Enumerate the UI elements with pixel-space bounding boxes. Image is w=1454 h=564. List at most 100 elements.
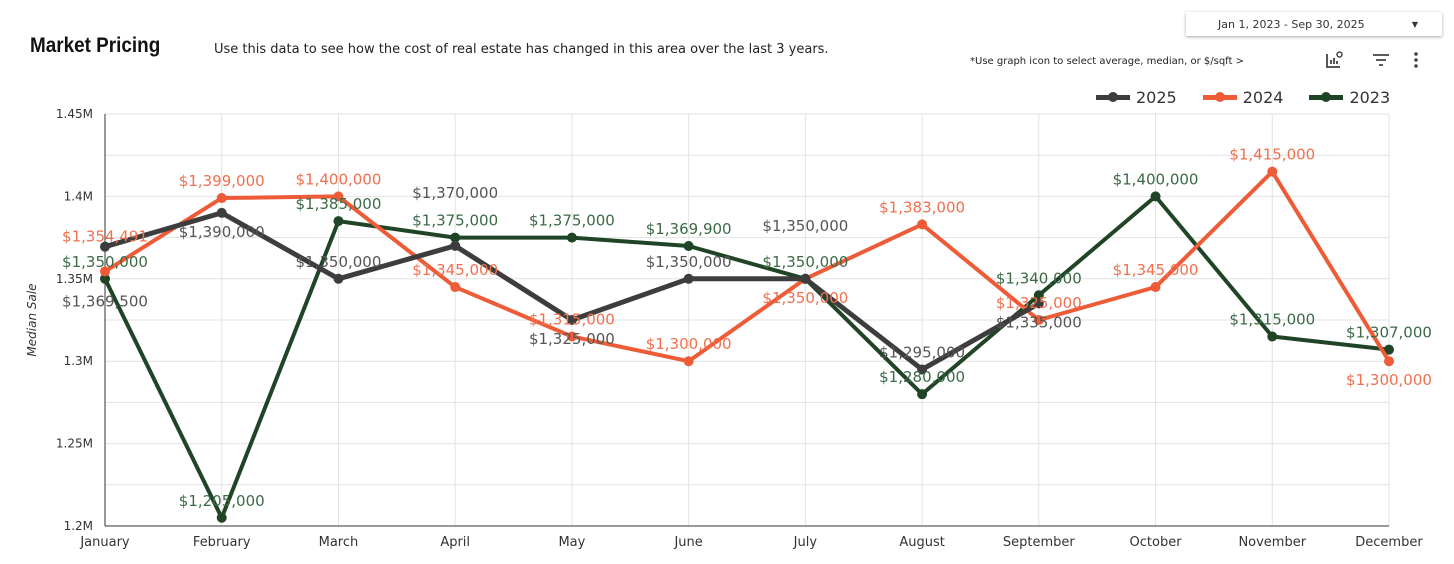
data-point-2025 (216, 207, 227, 218)
legend-swatch (1202, 92, 1237, 102)
data-label-2023: $1,350,000 (62, 253, 148, 271)
y-tick-label: 1.45M (56, 107, 93, 121)
data-label-2023: $1,350,000 (762, 253, 848, 271)
more-vert-icon[interactable] (1406, 50, 1426, 70)
data-point-2025 (333, 273, 344, 284)
data-label-2024: $1,383,000 (879, 198, 965, 216)
data-label-2025: $1,390,000 (179, 223, 265, 241)
data-label-2023: $1,369,900 (646, 220, 732, 238)
data-point-2024 (683, 356, 694, 367)
chart-legend: 2025 2024 2023 (1096, 88, 1390, 107)
data-label-2023: $1,375,000 (529, 212, 615, 230)
y-tick-label: 1.3M (64, 354, 93, 368)
data-label-2025: $1,370,000 (412, 184, 498, 202)
data-point-2023 (566, 232, 577, 243)
data-label-2023: $1,315,000 (1229, 310, 1315, 328)
data-point-2023 (333, 216, 344, 227)
filter-icon[interactable] (1371, 50, 1391, 70)
data-label-2025: $1,295,000 (879, 343, 965, 361)
data-label-2023: $1,307,000 (1346, 324, 1432, 342)
data-point-2023 (1033, 290, 1044, 301)
data-point-2024 (216, 193, 227, 204)
legend-label: 2025 (1136, 88, 1177, 107)
data-label-2023: $1,400,000 (1113, 170, 1199, 188)
data-point-2024 (1384, 356, 1394, 367)
y-tick-label: 1.35M (56, 272, 93, 286)
legend-item-2025[interactable]: 2025 (1096, 88, 1177, 107)
data-point-2025 (1033, 298, 1044, 309)
graph-hint: *Use graph icon to select average, media… (970, 56, 1244, 67)
data-point-2024 (1150, 282, 1161, 293)
x-tick-label: December (1355, 535, 1423, 550)
legend-swatch (1096, 92, 1130, 102)
data-point-2025 (917, 364, 928, 375)
data-label-2024: $1,350,000 (762, 289, 848, 307)
data-point-2023 (450, 232, 461, 243)
y-tick-label: 1.25M (56, 437, 93, 451)
x-tick-label: July (793, 535, 818, 550)
date-range-value: Jan 1, 2023 - Sep 30, 2025 (1218, 17, 1365, 31)
data-label-2025: $1,369,500 (62, 293, 148, 311)
legend-swatch (1309, 92, 1344, 102)
series-line-2024 (103, 169, 1391, 364)
data-label-2024: $1,400,000 (296, 170, 382, 188)
data-point-2023 (1150, 191, 1161, 202)
data-label-2023: $1,340,000 (996, 269, 1082, 287)
legend-label: 2024 (1242, 88, 1284, 107)
data-point-2025 (100, 241, 110, 252)
data-point-2024 (450, 282, 461, 293)
data-label-2025: $1,350,000 (646, 253, 732, 271)
x-tick-label: March (319, 535, 359, 550)
data-label-2024: $1,315,000 (529, 310, 615, 328)
data-label-2024: $1,325,000 (996, 294, 1082, 312)
data-label-2024: $1,345,000 (1113, 261, 1199, 279)
x-tick-label: November (1238, 535, 1306, 550)
x-tick-label: May (558, 535, 585, 550)
data-label-2025: $1,350,000 (762, 217, 848, 235)
y-axis-title: Median Sale (25, 283, 39, 356)
data-label-2025: $1,350,000 (296, 253, 382, 271)
data-label-2025: $1,325,000 (529, 330, 615, 348)
data-label-2024: $1,300,000 (1346, 371, 1432, 389)
data-point-2024 (100, 266, 110, 277)
data-label-2024: $1,399,000 (179, 172, 265, 190)
data-label-2024: $1,300,000 (646, 335, 732, 353)
data-point-2023 (683, 241, 694, 252)
data-point-2025 (566, 315, 577, 325)
page-subtitle: Use this data to see how the cost of rea… (214, 42, 829, 57)
data-label-2024: $1,345,000 (412, 261, 498, 279)
data-point-2023 (1384, 344, 1394, 355)
data-point-2023 (1267, 331, 1278, 342)
data-point-2024 (566, 331, 577, 342)
data-point-2025 (800, 273, 811, 284)
data-point-2024 (333, 191, 344, 202)
data-label-2023: $1,385,000 (296, 195, 382, 213)
data-label-2023: $1,205,000 (179, 492, 265, 510)
legend-item-2024[interactable]: 2024 (1202, 88, 1284, 107)
y-tick-label: 1.2M (64, 519, 93, 533)
date-range-picker[interactable]: Jan 1, 2023 - Sep 30, 2025 ▼ (1186, 12, 1442, 36)
data-point-2023 (100, 273, 110, 284)
caret-down-icon: ▼ (1411, 19, 1418, 29)
data-label-2023: $1,375,000 (412, 212, 498, 230)
data-label-2024: $1,415,000 (1229, 146, 1315, 164)
legend-label: 2023 (1349, 88, 1391, 107)
x-tick-label: October (1130, 535, 1183, 550)
x-tick-label: September (1003, 535, 1076, 550)
data-point-2023 (917, 389, 928, 400)
data-label-2023: $1,280,000 (879, 368, 965, 386)
data-point-2025 (683, 273, 694, 284)
x-tick-label: June (673, 535, 702, 550)
x-tick-label: January (79, 535, 130, 550)
data-point-2024 (1033, 315, 1044, 325)
legend-item-2023[interactable]: 2023 (1309, 88, 1390, 107)
chart-settings-icon[interactable] (1324, 50, 1344, 70)
data-point-2023 (216, 512, 227, 523)
page-title: Market Pricing (30, 34, 161, 57)
y-tick-label: 1.4M (64, 189, 93, 203)
x-tick-label: February (193, 535, 251, 550)
data-point-2024 (1267, 166, 1278, 177)
data-point-2024 (917, 219, 928, 230)
data-label-2024: $1,354,491 (62, 227, 148, 245)
